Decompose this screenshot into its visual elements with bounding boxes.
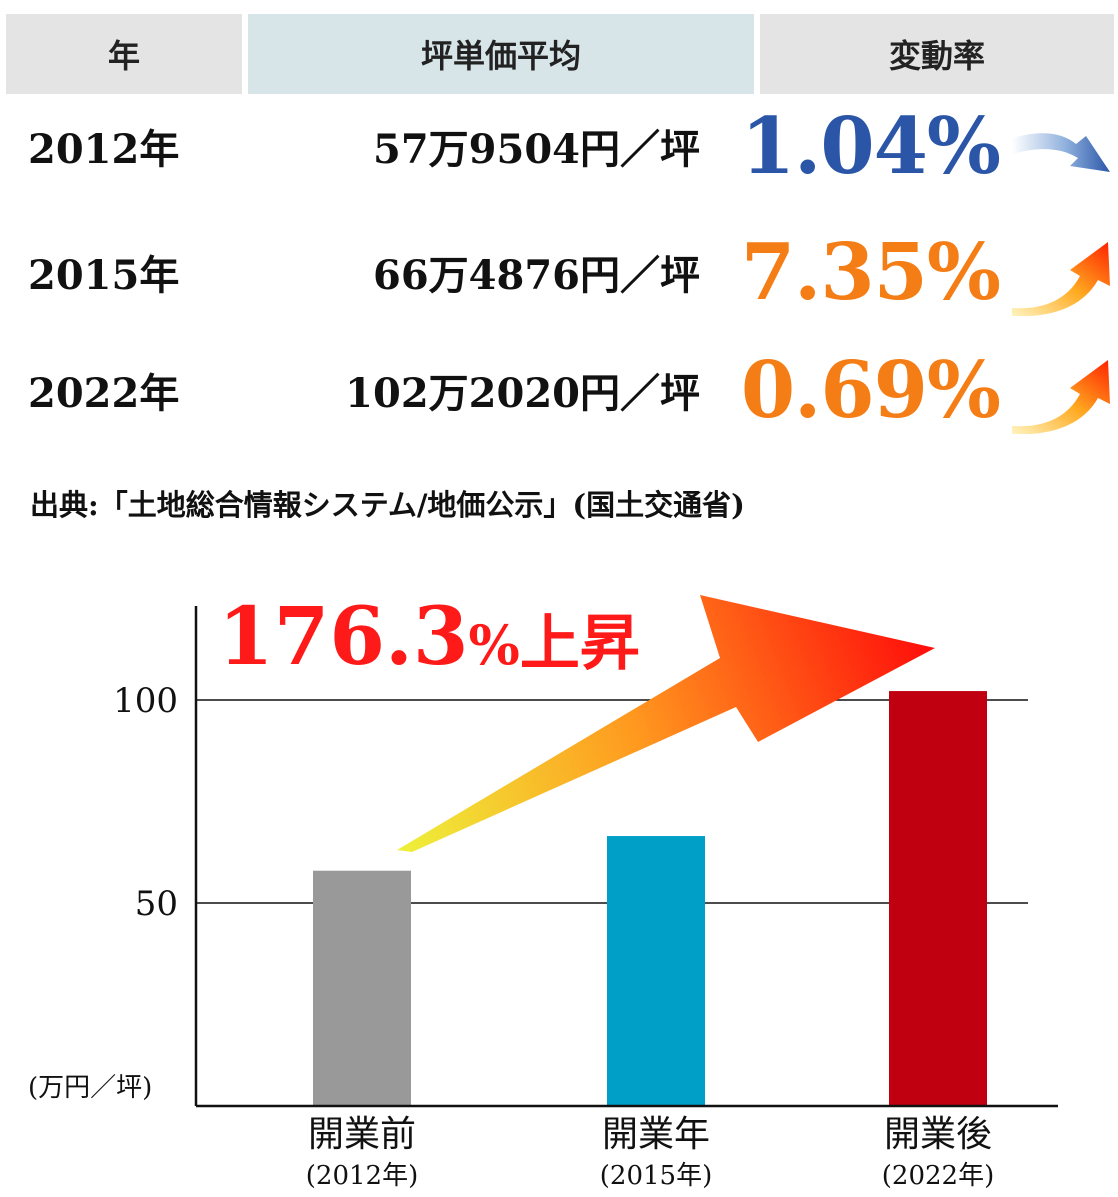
table-row: 2012年 57万9504円／坪 1.04% bbox=[0, 96, 1118, 196]
row-price: 102万2020円／坪 bbox=[345, 370, 700, 417]
row-year: 2012年 bbox=[28, 126, 180, 173]
row-price: 57万9504円／坪 bbox=[373, 126, 700, 173]
bar-chart: 50 100 開業前 (2012年) 開業年 (2015年) 開業後 (2022年) (万円… bbox=[28, 589, 1058, 1191]
row-year: 2015年 bbox=[28, 252, 180, 299]
header-rate: 変動率 bbox=[760, 14, 1114, 94]
y-tick-label: 50 bbox=[135, 884, 178, 924]
row-rate: 1.04% bbox=[740, 100, 1001, 192]
rise-annotation-unit: % bbox=[469, 613, 520, 677]
bar bbox=[889, 691, 987, 1106]
row-rate: 0.69% bbox=[740, 344, 1001, 436]
rise-annotation-value: 176.3 bbox=[218, 589, 469, 683]
x-category-label: 開業後 bbox=[884, 1114, 992, 1155]
row-year: 2022年 bbox=[28, 370, 180, 417]
table-row: 2022年 102万2020円／坪 0.69% bbox=[0, 340, 1118, 440]
down-arrow-icon bbox=[1012, 133, 1110, 172]
bar bbox=[607, 836, 705, 1106]
rise-arrow-icon bbox=[397, 595, 935, 852]
row-price: 66万4876円／坪 bbox=[373, 252, 700, 299]
y-tick-label: 100 bbox=[113, 681, 178, 721]
rise-annotation: 176.3%上昇 bbox=[218, 589, 640, 683]
x-category-label: 開業前 bbox=[308, 1114, 416, 1155]
rise-annotation-text: 上昇 bbox=[520, 609, 640, 679]
x-category-sublabel: (2012年) bbox=[306, 1161, 418, 1191]
y-axis-unit-label: (万円／坪) bbox=[28, 1073, 152, 1103]
row-rate: 7.35% bbox=[740, 226, 1001, 318]
source-note: 出典:「土地総合情報システム/地価公示」(国土交通省) bbox=[30, 488, 745, 522]
x-category-sublabel: (2015年) bbox=[600, 1161, 712, 1191]
up-arrow-icon bbox=[1012, 242, 1110, 316]
x-category-sublabel: (2022年) bbox=[882, 1161, 994, 1191]
x-category-label: 開業年 bbox=[602, 1114, 710, 1155]
header-year: 年 bbox=[6, 14, 242, 94]
up-arrow-icon bbox=[1012, 360, 1110, 434]
table-header: 年 坪単価平均 変動率 bbox=[6, 14, 1114, 94]
bar bbox=[313, 870, 411, 1106]
table-row: 2015年 66万4876円／坪 7.35% bbox=[0, 222, 1118, 322]
header-price: 坪単価平均 bbox=[248, 14, 754, 94]
